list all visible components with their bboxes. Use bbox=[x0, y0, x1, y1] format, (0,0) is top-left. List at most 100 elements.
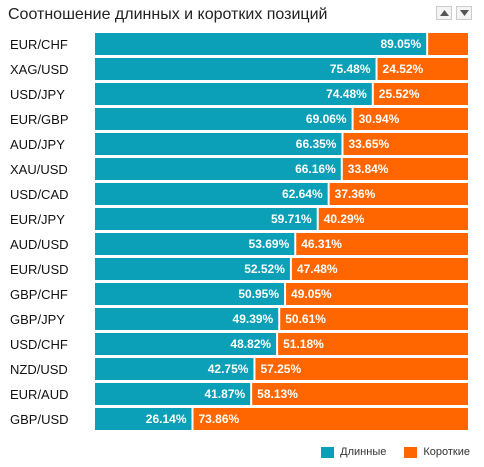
bar-long bbox=[95, 133, 342, 155]
legend-swatch-short bbox=[404, 446, 418, 458]
value-label-long: 66.35% bbox=[296, 137, 337, 151]
value-label-short: 47.48% bbox=[297, 262, 338, 276]
value-label-long: 75.48% bbox=[330, 62, 371, 76]
value-label-long: 62.64% bbox=[282, 187, 323, 201]
value-label-short: 50.61% bbox=[285, 312, 326, 326]
bar-short bbox=[343, 133, 468, 155]
value-label-long: 49.39% bbox=[233, 312, 274, 326]
bar-long bbox=[95, 58, 376, 80]
legend-swatch-long bbox=[321, 446, 335, 458]
value-label-long: 42.75% bbox=[208, 362, 249, 376]
category-label: EUR/CHF bbox=[10, 37, 68, 52]
value-label-long: 89.05% bbox=[380, 37, 421, 51]
bar-row: XAG/USD 75.48% 24.52% bbox=[10, 58, 468, 80]
category-label: EUR/AUD bbox=[10, 387, 69, 402]
bar-long bbox=[95, 183, 328, 205]
bar-long bbox=[95, 108, 352, 130]
bar-short bbox=[428, 33, 468, 55]
value-label-short: 57.25% bbox=[260, 362, 301, 376]
bar-long bbox=[95, 283, 285, 305]
legend-label-long: Длинные bbox=[340, 446, 387, 458]
value-label-long: 59.71% bbox=[271, 212, 312, 226]
bar-short bbox=[280, 308, 468, 330]
bar-row: EUR/AUD 41.87% 58.13% bbox=[10, 383, 468, 405]
value-label-short: 58.13% bbox=[257, 387, 298, 401]
bar-row: USD/CHF 48.82% 51.18% bbox=[10, 333, 468, 355]
bar-long bbox=[95, 383, 251, 405]
value-label-short: 37.36% bbox=[335, 187, 376, 201]
category-label: EUR/USD bbox=[10, 262, 69, 277]
value-label-short: 40.29% bbox=[324, 212, 365, 226]
legend-label-short: Короткие bbox=[423, 446, 470, 458]
category-label: XAG/USD bbox=[10, 62, 69, 77]
value-label-short: 49.05% bbox=[291, 287, 332, 301]
value-label-short: 30.94% bbox=[359, 112, 400, 126]
category-label: USD/JPY bbox=[10, 87, 65, 102]
category-label: XAU/USD bbox=[10, 162, 68, 177]
bar-long bbox=[95, 333, 277, 355]
bar-short bbox=[342, 158, 468, 180]
bar-row: EUR/CHF 89.05% bbox=[10, 33, 468, 55]
value-label-long: 74.48% bbox=[326, 87, 367, 101]
bar-short bbox=[286, 283, 468, 305]
bar-short bbox=[193, 408, 468, 430]
bar-long bbox=[95, 308, 279, 330]
value-label-short: 33.65% bbox=[348, 137, 389, 151]
bar-row: USD/CAD 62.64% 37.36% bbox=[10, 183, 468, 205]
bar-row: GBP/JPY 49.39% 50.61% bbox=[10, 308, 468, 330]
bar-row: USD/JPY 74.48% 25.52% bbox=[10, 83, 468, 105]
bar-row: EUR/GBP 69.06% 30.94% bbox=[10, 108, 468, 130]
category-label: AUD/JPY bbox=[10, 137, 65, 152]
bar-row: GBP/USD 26.14% 73.86% bbox=[10, 408, 468, 430]
bar-long bbox=[95, 258, 290, 280]
bar-long bbox=[95, 208, 317, 230]
bar-row: NZD/USD 42.75% 57.25% bbox=[10, 358, 468, 380]
bar-short bbox=[255, 358, 468, 380]
value-label-long: 69.06% bbox=[306, 112, 347, 126]
bar-long bbox=[95, 358, 254, 380]
bar-short bbox=[291, 258, 468, 280]
bar-row: EUR/JPY 59.71% 40.29% bbox=[10, 208, 468, 230]
value-label-long: 48.82% bbox=[230, 337, 271, 351]
value-label-short: 24.52% bbox=[383, 62, 424, 76]
bar-row: AUD/USD 53.69% 46.31% bbox=[10, 233, 468, 255]
bar-short bbox=[278, 333, 468, 355]
bar-short bbox=[252, 383, 468, 405]
legend-item-short: Короткие bbox=[404, 446, 470, 458]
legend-item-long: Длинные bbox=[321, 446, 386, 458]
sort-up-button[interactable] bbox=[436, 6, 452, 20]
bar-short bbox=[329, 183, 468, 205]
bar-row: AUD/JPY 66.35% 33.65% bbox=[10, 133, 468, 155]
bar-short bbox=[318, 208, 468, 230]
category-label: EUR/GBP bbox=[10, 112, 69, 127]
bar-long bbox=[95, 158, 341, 180]
value-label-long: 52.52% bbox=[244, 262, 285, 276]
chart-title: Соотношение длинных и коротких позиций bbox=[8, 6, 328, 23]
value-label-long: 41.87% bbox=[204, 387, 245, 401]
bar-short bbox=[377, 58, 468, 80]
bar-short bbox=[296, 233, 468, 255]
stacked-bar-chart: EUR/CHF 89.05% XAG/USD 75.48% 24.52% USD/JPY 7… bbox=[10, 33, 468, 430]
sort-down-button[interactable] bbox=[456, 6, 472, 20]
category-label: USD/CAD bbox=[10, 187, 69, 202]
category-label: EUR/JPY bbox=[10, 212, 65, 227]
value-label-short: 33.84% bbox=[348, 162, 389, 176]
value-label-long: 50.95% bbox=[238, 287, 279, 301]
bar-short bbox=[353, 108, 468, 130]
value-label-short: 73.86% bbox=[199, 412, 240, 426]
bar-long bbox=[95, 83, 372, 105]
category-label: NZD/USD bbox=[10, 362, 68, 377]
bar-row: XAU/USD 66.16% 33.84% bbox=[10, 158, 468, 180]
value-label-short: 46.31% bbox=[301, 237, 342, 251]
value-label-long: 53.69% bbox=[249, 237, 290, 251]
value-label-long: 26.14% bbox=[146, 412, 187, 426]
value-label-short: 51.18% bbox=[283, 337, 324, 351]
bar-long bbox=[95, 233, 295, 255]
category-label: GBP/CHF bbox=[10, 287, 68, 302]
bar-short bbox=[373, 83, 468, 105]
category-label: GBP/JPY bbox=[10, 312, 65, 327]
bar-long bbox=[95, 33, 427, 55]
bar-row: EUR/USD 52.52% 47.48% bbox=[10, 258, 468, 280]
value-label-short: 25.52% bbox=[379, 87, 420, 101]
